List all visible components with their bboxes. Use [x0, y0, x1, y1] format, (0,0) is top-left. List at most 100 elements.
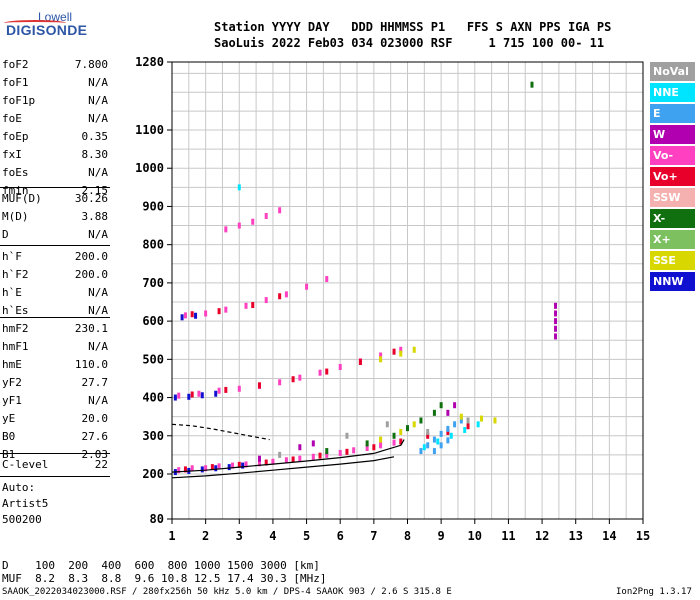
echo-point [200, 466, 204, 473]
echo-point [406, 425, 409, 432]
echo-point [237, 385, 241, 392]
param-row-he: h`E N/A [2, 284, 108, 301]
echo-point [412, 346, 416, 353]
echo-point [466, 417, 470, 424]
param-name: B0 [2, 430, 16, 443]
echo-point [476, 421, 480, 428]
legend-item-voplus: Vo+ [650, 167, 695, 186]
divider [0, 187, 110, 188]
echo-point [305, 283, 309, 290]
x-tick-label: 4 [269, 529, 276, 543]
x-tick-label: 2 [202, 529, 209, 543]
param-name: h`Es [2, 304, 29, 317]
legend-item-noval: NoVal [650, 62, 695, 81]
param-value: N/A [88, 286, 108, 299]
y-tick-label: 400 [142, 391, 164, 405]
y-tick-label: 900 [142, 199, 164, 213]
x-tick-label: 9 [438, 529, 445, 543]
echo-point [217, 387, 221, 394]
param-value: 27.6 [81, 430, 109, 443]
echo-point [530, 81, 534, 88]
echo-point [446, 437, 450, 444]
x-tick-label: 7 [370, 529, 377, 543]
scaler-name: Artist5 [2, 497, 49, 510]
legend-item-vominus: Vo- [650, 146, 695, 165]
param-row-mufd: MUF(D) 30.26 [2, 190, 108, 207]
echo-point [466, 423, 470, 430]
param-row-md: M(D) 3.88 [2, 208, 108, 225]
param-name: h`F [2, 250, 22, 263]
x-tick-label: 15 [636, 529, 650, 543]
echo-point [399, 428, 403, 435]
echo-point [197, 390, 201, 397]
echo-point [439, 430, 443, 437]
echo-point [177, 467, 181, 474]
echo-point [311, 453, 315, 460]
chart-axes: 1 2 3 4 5 6 7 8 9 10 11 12 13 14 158020030040050060070… [135, 55, 650, 543]
param-value: 230.1 [74, 322, 108, 335]
echo-point [426, 442, 430, 449]
echo-point [554, 325, 558, 332]
legend-item-xplus: X+ [650, 230, 695, 249]
echo-point [379, 352, 383, 359]
echo-point [392, 432, 396, 439]
echo-point [325, 448, 329, 455]
param-name: MUF(D) [2, 192, 42, 205]
param-value: N/A [88, 94, 108, 107]
param-name: hmF2 [2, 322, 29, 335]
echo-point [180, 314, 184, 321]
x-tick-label: 1 [168, 529, 175, 543]
scaler-version: 500200 [2, 513, 42, 526]
x-tick-label: 12 [535, 529, 549, 543]
echo-point [449, 432, 453, 439]
param-value: N/A [88, 304, 108, 317]
echo-point [224, 226, 228, 233]
echo-point [284, 457, 288, 464]
divider [0, 245, 110, 246]
param-name: hmF1 [2, 340, 29, 353]
echo-point [439, 442, 443, 449]
footer-version: Ion2Png 1.3.17 [616, 587, 692, 597]
echo-point [325, 276, 329, 283]
param-row-foes: foEs N/A [2, 164, 108, 181]
echo-point [244, 461, 248, 468]
footer-file-info: SAAOK_2022034023000.RSF / 280fx256h 50 k… [2, 587, 452, 597]
echo-point [264, 297, 268, 304]
echo-point [194, 312, 198, 319]
y-tick-label: 500 [142, 352, 164, 366]
echo-point [419, 448, 423, 455]
divider [0, 476, 110, 477]
x-tick-label: 6 [337, 529, 344, 543]
echo-point [257, 460, 261, 467]
echo-point [278, 207, 282, 214]
echo-point [453, 421, 457, 428]
echo-point [298, 444, 302, 451]
echo-point [244, 302, 248, 309]
param-name: yE [2, 412, 16, 425]
param-row-d: D N/A [2, 226, 108, 243]
param-name: foEs [2, 166, 29, 179]
echo-point [554, 310, 558, 317]
echo-point [412, 421, 416, 428]
x-tick-label: 13 [568, 529, 582, 543]
param-value: 200.0 [74, 268, 108, 281]
echo-points [173, 81, 558, 476]
param-value: 200.0 [74, 250, 108, 263]
muf-distance-row: D 100 200 400 600 800 1000 1500 3000 [km… [2, 559, 320, 572]
param-name: M(D) [2, 210, 29, 223]
param-name: foF2 [2, 58, 29, 71]
echo-point [318, 369, 322, 376]
param-value: 30.26 [74, 192, 108, 205]
echo-point [190, 311, 194, 318]
param-value: 20.0 [81, 412, 109, 425]
echo-point [217, 308, 221, 315]
param-value: N/A [88, 112, 108, 125]
param-value: N/A [88, 228, 108, 241]
echo-point [251, 302, 255, 309]
x-tick-label: 14 [602, 529, 616, 543]
echo-point [399, 350, 403, 357]
param-value: N/A [88, 340, 108, 353]
echo-point [325, 451, 329, 458]
logo-swoosh [4, 20, 66, 26]
